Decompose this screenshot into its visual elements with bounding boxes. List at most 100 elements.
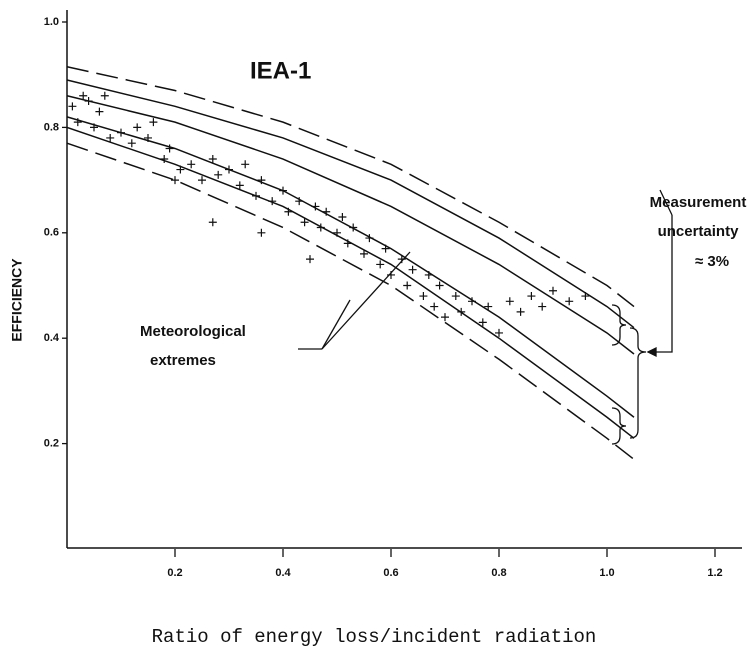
pointer (321, 299, 351, 350)
point (300, 218, 309, 227)
point (79, 91, 88, 100)
point (90, 123, 98, 132)
point (457, 307, 466, 316)
pointer (659, 189, 673, 216)
point (322, 207, 331, 216)
point (127, 139, 136, 148)
point (235, 181, 244, 190)
curve (66, 79, 635, 329)
curve (66, 66, 635, 308)
y-tick-label: 0.6 (44, 227, 59, 239)
annotation: uncertainty (658, 223, 740, 240)
x-axis-label: Ratio of energy loss/incident radiation (152, 626, 597, 648)
point (106, 133, 115, 142)
point (144, 133, 152, 142)
y-tick-label: 0.2 (44, 438, 59, 450)
point (208, 218, 217, 227)
point (100, 91, 109, 100)
point (257, 228, 266, 237)
point (268, 197, 277, 206)
y-tick-label: 0.4 (44, 332, 60, 344)
y-axis-label: EFFICIENCY (9, 258, 25, 342)
point (430, 302, 439, 311)
point (516, 307, 525, 316)
point (117, 128, 125, 137)
point (478, 318, 487, 327)
brace (629, 327, 647, 439)
brace (611, 407, 627, 445)
point (365, 234, 374, 243)
curve (66, 126, 635, 439)
point (451, 292, 460, 301)
point (316, 223, 325, 232)
point (333, 228, 341, 237)
point (73, 118, 82, 127)
point (284, 207, 293, 216)
arrowhead (646, 346, 657, 358)
brace (611, 304, 627, 346)
point (208, 155, 217, 164)
point (376, 260, 385, 269)
point (84, 97, 93, 106)
point (527, 292, 536, 301)
point (295, 197, 304, 206)
point (581, 292, 590, 301)
curve (66, 95, 635, 355)
annotation: ≈ 3% (695, 253, 729, 270)
point (484, 302, 493, 311)
pointer (321, 251, 411, 350)
point (468, 297, 476, 306)
annotation: Meteorological (140, 323, 246, 340)
point (360, 249, 368, 258)
point (495, 328, 503, 337)
point (403, 281, 412, 290)
point (306, 255, 314, 264)
point (214, 170, 223, 179)
point (311, 202, 320, 211)
point (171, 176, 179, 185)
annotation: Measurement (650, 194, 747, 211)
point (198, 176, 206, 185)
point (441, 313, 449, 322)
point (165, 144, 174, 153)
chart-title: IEA-1 (250, 57, 311, 84)
point (387, 270, 395, 279)
point (338, 212, 347, 221)
point (95, 107, 104, 116)
point (505, 297, 514, 306)
x-tick-label: 0.8 (491, 567, 506, 579)
point (381, 244, 390, 253)
point (538, 302, 547, 311)
point (279, 186, 287, 195)
y-tick-label: 0.8 (44, 121, 59, 133)
x-tick-label: 0.2 (167, 567, 182, 579)
x-tick-label: 1.2 (707, 567, 722, 579)
point (257, 176, 266, 185)
point (549, 286, 557, 295)
point (435, 281, 444, 290)
point (343, 239, 352, 248)
annotation: extremes (150, 352, 216, 369)
x-tick-label: 0.6 (383, 567, 398, 579)
point (225, 165, 233, 174)
point (176, 165, 185, 174)
point (160, 155, 169, 164)
point (397, 255, 406, 264)
point (349, 223, 358, 232)
x-tick-label: 0.4 (275, 567, 291, 579)
point (424, 270, 433, 279)
point (241, 160, 250, 169)
point (133, 123, 142, 132)
annotation-pointers (298, 189, 673, 445)
y-tick-label: 1.0 (44, 16, 59, 28)
point (252, 191, 260, 200)
curve (66, 116, 635, 418)
point (419, 292, 428, 301)
point (408, 265, 417, 274)
point (187, 160, 196, 169)
point (149, 118, 158, 127)
x-tick-label: 1.0 (599, 567, 614, 579)
point (565, 297, 574, 306)
point (68, 102, 77, 111)
